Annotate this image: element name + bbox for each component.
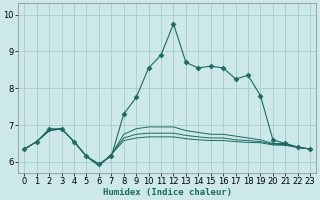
X-axis label: Humidex (Indice chaleur): Humidex (Indice chaleur) xyxy=(103,188,232,197)
